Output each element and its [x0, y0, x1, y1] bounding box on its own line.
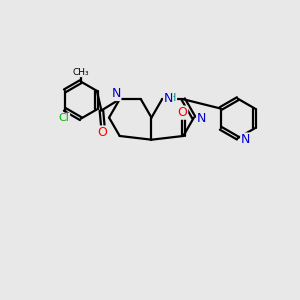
Text: N: N [164, 92, 173, 105]
Text: H: H [168, 93, 177, 103]
Text: N: N [197, 112, 206, 125]
Text: N: N [241, 133, 250, 146]
Text: N: N [112, 88, 121, 100]
Text: O: O [98, 126, 107, 139]
Text: CH₃: CH₃ [73, 68, 89, 77]
Text: O: O [178, 106, 188, 119]
Text: Cl: Cl [59, 113, 70, 123]
